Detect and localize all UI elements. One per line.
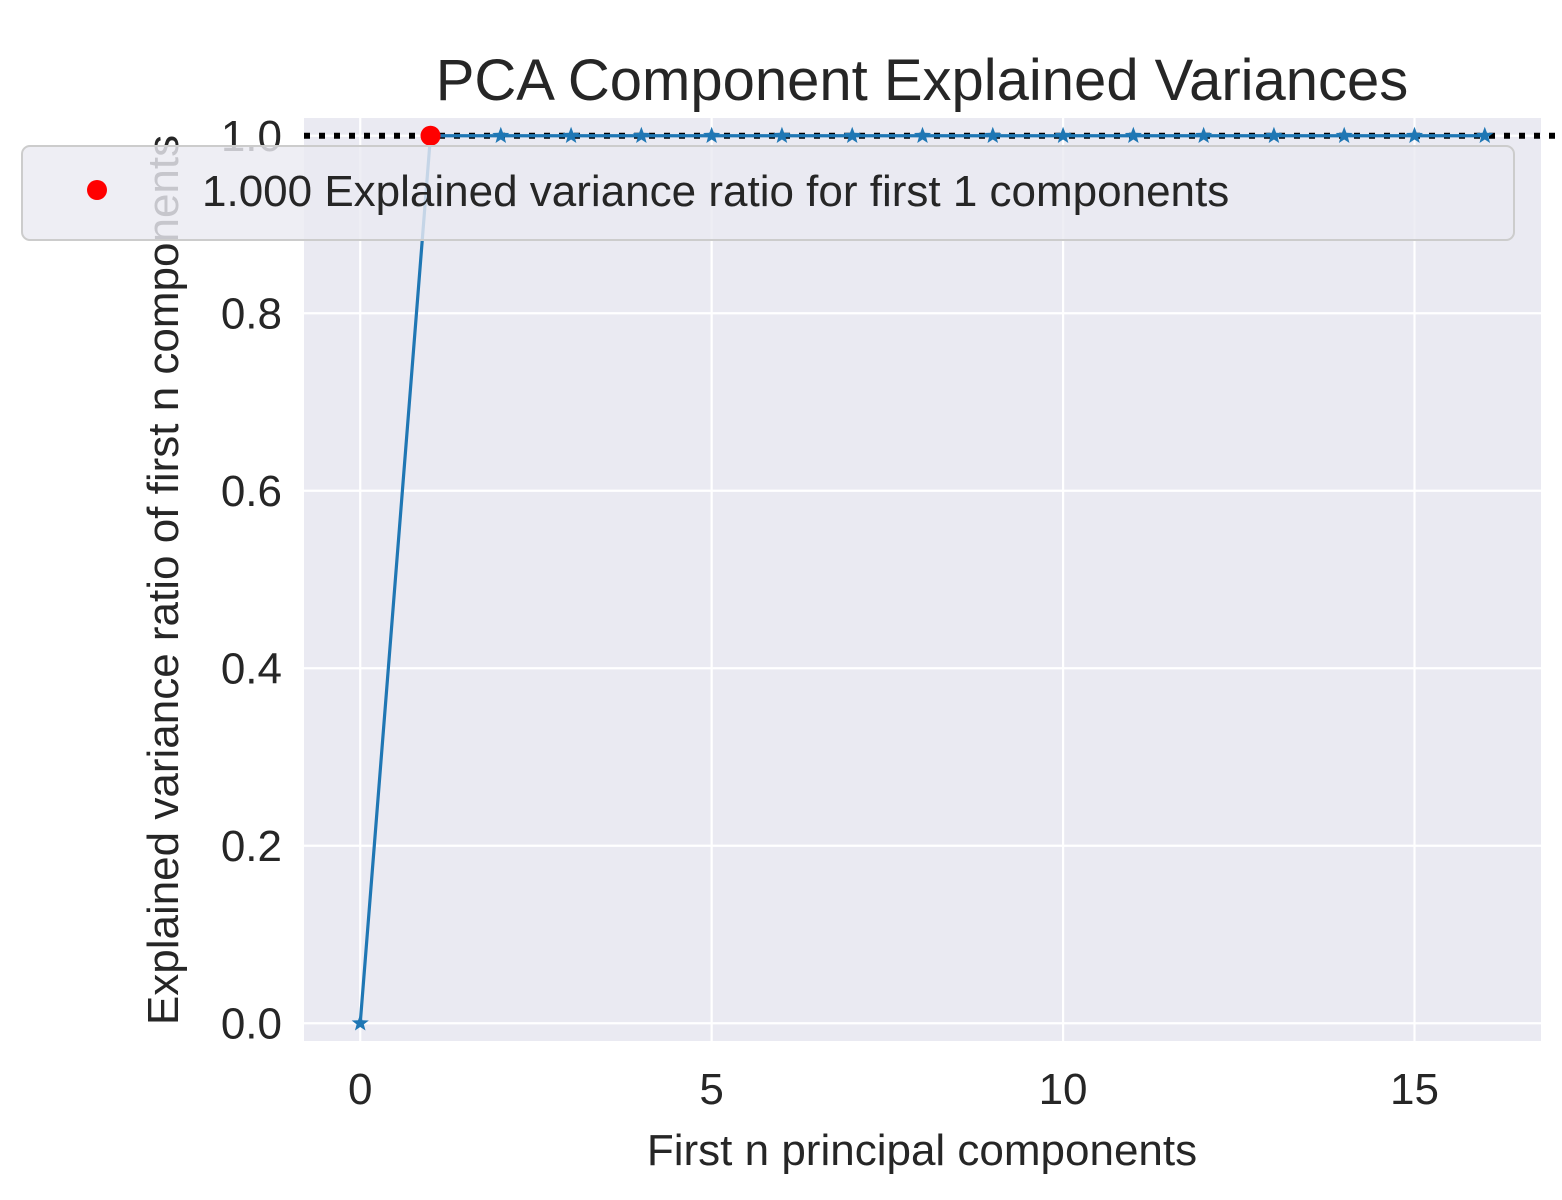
x-tick-label: 0 (348, 1065, 372, 1114)
star-marker (1476, 126, 1494, 144)
star-marker (632, 126, 650, 144)
legend: 1.000 Explained variance ratio for first… (21, 145, 1515, 241)
x-axis-label: First n principal components (647, 1126, 1197, 1175)
legend-marker-red-dot (87, 180, 107, 200)
highlight-point (420, 125, 441, 146)
legend-entry: 1.000 Explained variance ratio for first… (202, 167, 1229, 216)
star-marker (351, 1014, 369, 1031)
star-marker (1054, 126, 1072, 144)
tick-labels: 0 5 10 150.00.20.40.60.81.0 (221, 112, 1439, 1114)
chart-title: PCA Component Explained Variances (436, 48, 1409, 113)
star-marker (703, 126, 721, 144)
y-tick-label: 0.6 (221, 467, 282, 516)
star-marker (1265, 126, 1283, 144)
star-marker (1124, 126, 1142, 144)
y-axis-label: Explained variance ratio of first n comp… (139, 135, 188, 1025)
star-marker (843, 126, 861, 144)
legend-box (21, 145, 1515, 241)
x-tick-label: 10 (1039, 1065, 1088, 1114)
star-marker (492, 126, 510, 144)
y-tick-label: 0.8 (221, 289, 282, 338)
plot-area-background (304, 118, 1541, 1041)
y-tick-label: 0.4 (221, 644, 282, 693)
star-marker (562, 126, 580, 144)
star-marker (984, 126, 1002, 144)
star-marker (773, 126, 791, 144)
y-tick-label: 0.0 (221, 999, 282, 1048)
x-tick-label: 5 (699, 1065, 723, 1114)
star-marker (1405, 126, 1424, 144)
y-tick-label: 0.2 (221, 822, 282, 871)
star-marker (913, 126, 932, 144)
star-marker (1335, 126, 1353, 144)
series-layer (351, 125, 1494, 1031)
star-marker (1195, 126, 1213, 144)
x-tick-label: 15 (1390, 1065, 1439, 1114)
